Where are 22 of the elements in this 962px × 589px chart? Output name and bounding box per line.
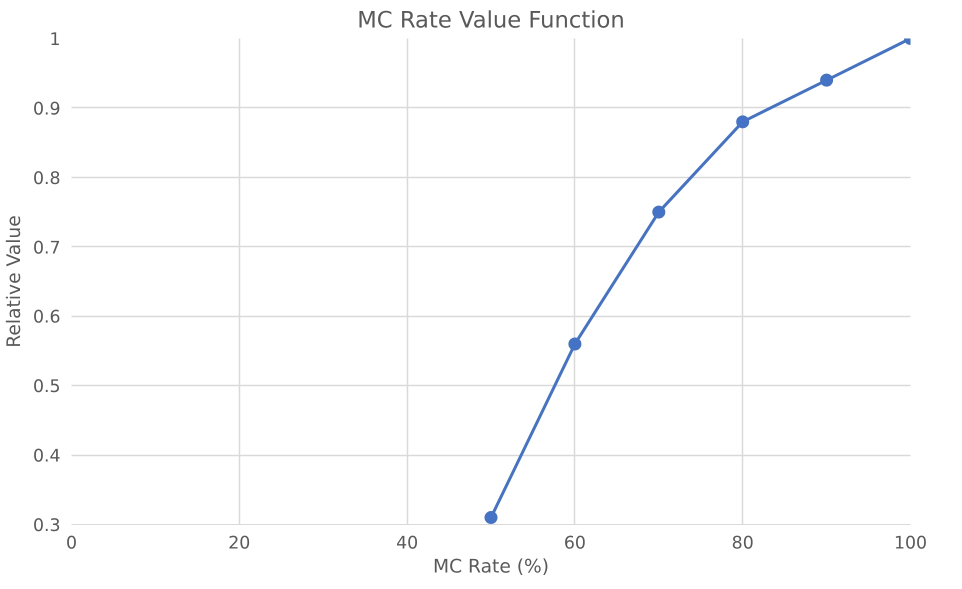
y-tick-label: 0.7 <box>32 238 61 258</box>
x-tick-label: 0 <box>66 534 78 554</box>
point <box>736 115 750 128</box>
y-tick-label: 0.3 <box>32 516 61 536</box>
x-tick-label: 80 <box>732 534 754 554</box>
y-tick-label: 0.9 <box>32 99 61 120</box>
x-tick-label: 40 <box>396 534 418 554</box>
x-tick-label: 20 <box>228 534 250 554</box>
y-tick-label: 1 <box>49 30 61 50</box>
y-tick-label: 0.6 <box>32 308 61 328</box>
point <box>820 74 834 87</box>
y-tick-label: 0.4 <box>32 446 61 467</box>
chart-title: MC Rate Value Function <box>357 8 625 34</box>
point <box>568 338 582 350</box>
y-tick-label: 0.5 <box>32 377 61 398</box>
y-tick-label: 0.8 <box>32 168 61 189</box>
x-tick-label: 60 <box>564 534 586 554</box>
point <box>652 206 666 219</box>
x-axis-title: MC Rate (%) <box>432 556 550 578</box>
y-axis-title: Relative Value <box>4 215 25 348</box>
point <box>484 511 498 524</box>
x-tick-label: 100 <box>894 534 928 554</box>
